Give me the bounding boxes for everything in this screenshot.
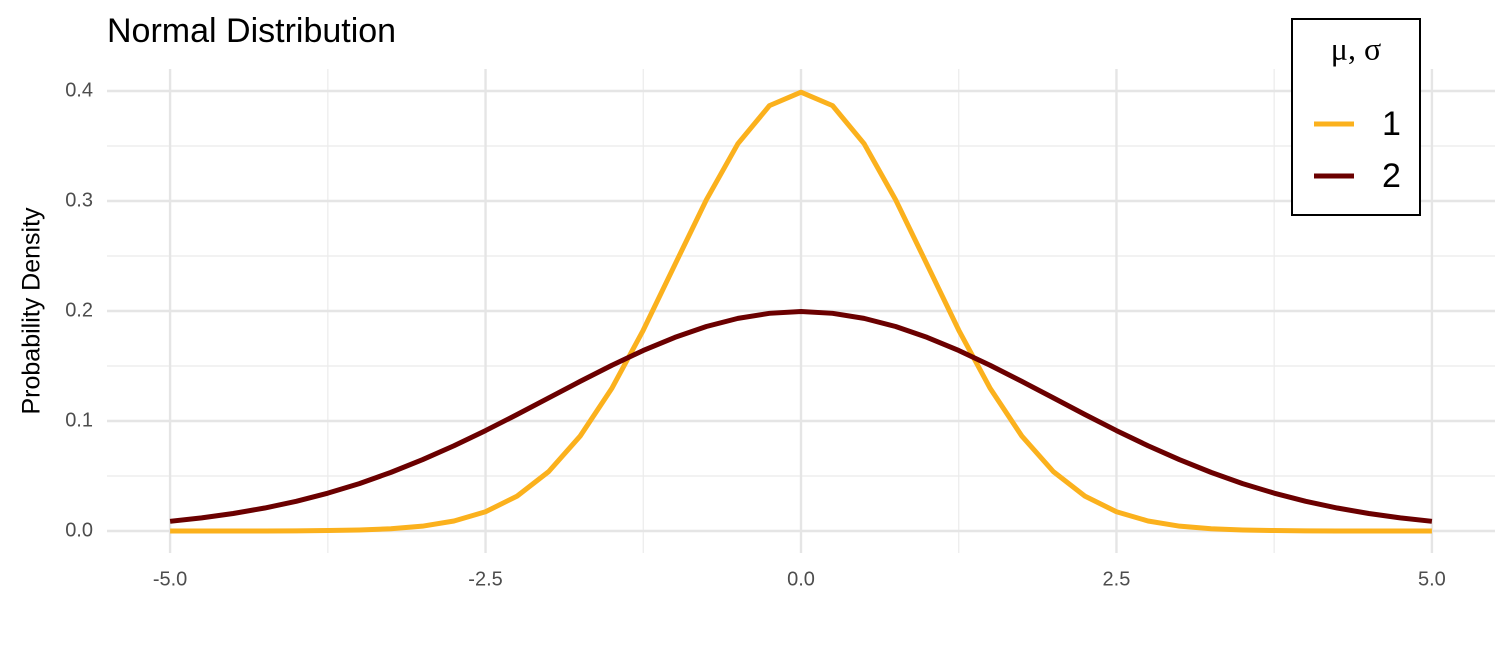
legend-title: μ, σ xyxy=(1331,30,1381,66)
x-tick-label: -2.5 xyxy=(468,568,502,590)
chart-title: Normal Distribution xyxy=(107,12,396,50)
y-tick-label: 0.0 xyxy=(65,519,93,541)
legend: μ, σ 1 2 xyxy=(1291,18,1421,216)
y-axis-label: Probability Density xyxy=(18,207,46,415)
lines xyxy=(169,89,1433,534)
x-tick-label: 0.0 xyxy=(787,568,815,590)
x-tick-label: -5.0 xyxy=(153,568,187,590)
legend-label: 1 xyxy=(1382,105,1401,143)
y-tick-label: 0.2 xyxy=(65,299,93,321)
x-tick-label: 2.5 xyxy=(1103,568,1131,590)
legend-label: 2 xyxy=(1382,157,1401,195)
y-tick-label: 0.4 xyxy=(65,79,93,101)
series-line xyxy=(169,309,1433,524)
x-tick-label: 5.0 xyxy=(1418,568,1446,590)
y-tick-label: 0.3 xyxy=(65,189,93,211)
legend-box xyxy=(1291,18,1421,216)
series-line xyxy=(170,89,1432,534)
y-tick-label: 0.1 xyxy=(65,409,93,431)
